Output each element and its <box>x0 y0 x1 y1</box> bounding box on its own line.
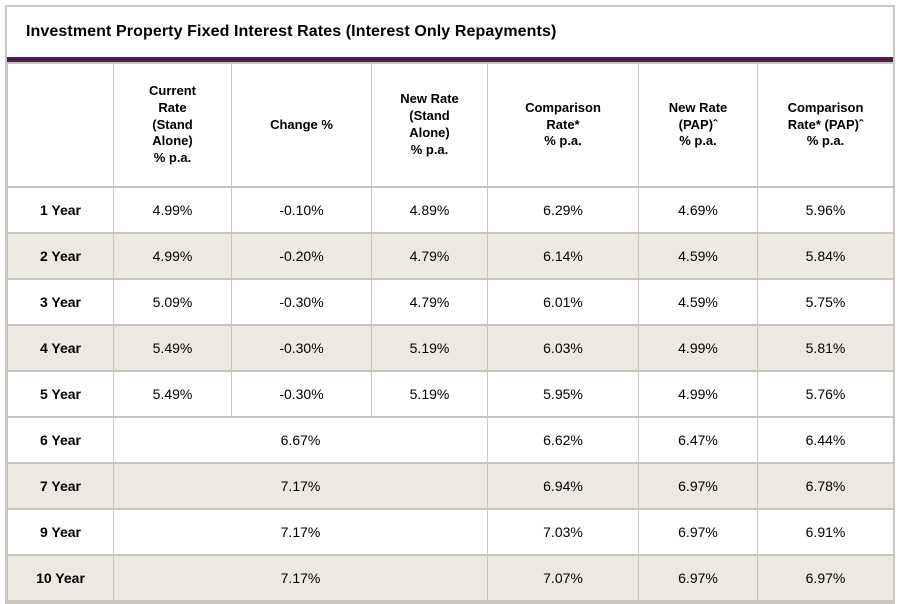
cell-merged-rate: 7.17% <box>113 462 488 510</box>
row-label: 1 Year <box>7 186 114 234</box>
cell-new-rate-pap: 4.99% <box>638 370 758 418</box>
cell-merged-rate: 6.67% <box>113 416 488 464</box>
cell-comparison-rate: 6.03% <box>487 324 639 372</box>
table-row-1-year: 1 Year 4.99% -0.10% 4.89% 6.29% 4.69% 5.… <box>7 186 894 234</box>
cell-change: -0.20% <box>231 232 372 280</box>
row-label: 4 Year <box>7 324 114 372</box>
cell-new-rate-pap: 6.97% <box>638 554 758 602</box>
cell-merged-rate: 7.17% <box>113 554 488 602</box>
row-label: 10 Year <box>7 554 114 602</box>
cell-new-rate-pap: 6.47% <box>638 416 758 464</box>
cell-comparison-rate-pap: 5.96% <box>757 186 894 234</box>
cell-new-rate: 4.89% <box>371 186 488 234</box>
cell-current-rate: 5.49% <box>113 324 232 372</box>
cell-comparison-rate-pap: 6.91% <box>757 508 894 556</box>
cell-change: -0.30% <box>231 278 372 326</box>
cell-comparison-rate-pap: 6.44% <box>757 416 894 464</box>
cell-comparison-rate: 6.14% <box>487 232 639 280</box>
row-label: 6 Year <box>7 416 114 464</box>
cell-new-rate: 4.79% <box>371 232 488 280</box>
column-header-current-rate: Current Rate (Stand Alone) % p.a. <box>113 62 232 188</box>
accent-divider <box>7 57 893 62</box>
table-row-7-year: 7 Year 7.17% 6.94% 6.97% 6.78% <box>7 462 894 510</box>
cell-comparison-rate: 6.01% <box>487 278 639 326</box>
table-title: Investment Property Fixed Interest Rates… <box>26 23 557 40</box>
cell-comparison-rate-pap: 5.81% <box>757 324 894 372</box>
table-row-9-year: 9 Year 7.17% 7.03% 6.97% 6.91% <box>7 508 894 556</box>
cell-new-rate-pap: 4.59% <box>638 278 758 326</box>
cell-comparison-rate: 7.03% <box>487 508 639 556</box>
cell-comparison-rate: 5.95% <box>487 370 639 418</box>
cell-comparison-rate-pap: 5.75% <box>757 278 894 326</box>
row-label: 7 Year <box>7 462 114 510</box>
cell-new-rate: 5.19% <box>371 324 488 372</box>
cell-new-rate-pap: 4.99% <box>638 324 758 372</box>
cell-change: -0.30% <box>231 370 372 418</box>
column-header-new-rate: New Rate (Stand Alone) % p.a. <box>371 62 488 188</box>
column-header-new-rate-pap: New Rate (PAP)ˆ % p.a. <box>638 62 758 188</box>
cell-current-rate: 4.99% <box>113 186 232 234</box>
row-label: 2 Year <box>7 232 114 280</box>
cell-current-rate: 4.99% <box>113 232 232 280</box>
table-row-10-year: 10 Year 7.17% 7.07% 6.97% 6.97% <box>7 554 894 602</box>
cell-new-rate-pap: 6.97% <box>638 462 758 510</box>
column-header-blank <box>7 62 114 188</box>
table-row-6-year: 6 Year 6.67% 6.62% 6.47% 6.44% <box>7 416 894 464</box>
rates-table-panel: Investment Property Fixed Interest Rates… <box>5 5 895 604</box>
cell-comparison-rate-pap: 6.78% <box>757 462 894 510</box>
column-header-change: Change % <box>231 62 372 188</box>
cell-new-rate: 4.79% <box>371 278 488 326</box>
table-row-3-year: 3 Year 5.09% -0.30% 4.79% 6.01% 4.59% 5.… <box>7 278 894 326</box>
cell-comparison-rate-pap: 6.97% <box>757 554 894 602</box>
column-header-comparison-rate-pap: Comparison Rate* (PAP)ˆ % p.a. <box>757 62 894 188</box>
row-label: 9 Year <box>7 508 114 556</box>
table-row-5-year: 5 Year 5.49% -0.30% 5.19% 5.95% 4.99% 5.… <box>7 370 894 418</box>
cell-comparison-rate-pap: 5.84% <box>757 232 894 280</box>
cell-change: -0.30% <box>231 324 372 372</box>
column-header-comparison-rate: Comparison Rate* % p.a. <box>487 62 639 188</box>
cell-change: -0.10% <box>231 186 372 234</box>
cell-comparison-rate: 7.07% <box>487 554 639 602</box>
cell-new-rate-pap: 4.59% <box>638 232 758 280</box>
cell-comparison-rate: 6.62% <box>487 416 639 464</box>
cell-current-rate: 5.09% <box>113 278 232 326</box>
cell-new-rate: 5.19% <box>371 370 488 418</box>
cell-comparison-rate: 6.29% <box>487 186 639 234</box>
cell-comparison-rate-pap: 5.76% <box>757 370 894 418</box>
cell-merged-rate: 7.17% <box>113 508 488 556</box>
cell-new-rate-pap: 6.97% <box>638 508 758 556</box>
header-row: Current Rate (Stand Alone) % p.a. Change… <box>7 62 894 188</box>
cell-current-rate: 5.49% <box>113 370 232 418</box>
cell-new-rate-pap: 4.69% <box>638 186 758 234</box>
row-label: 5 Year <box>7 370 114 418</box>
table-row-4-year: 4 Year 5.49% -0.30% 5.19% 6.03% 4.99% 5.… <box>7 324 894 372</box>
row-label: 3 Year <box>7 278 114 326</box>
cell-comparison-rate: 6.94% <box>487 462 639 510</box>
rates-table: Current Rate (Stand Alone) % p.a. Change… <box>7 62 894 602</box>
table-row-2-year: 2 Year 4.99% -0.20% 4.79% 6.14% 4.59% 5.… <box>7 232 894 280</box>
